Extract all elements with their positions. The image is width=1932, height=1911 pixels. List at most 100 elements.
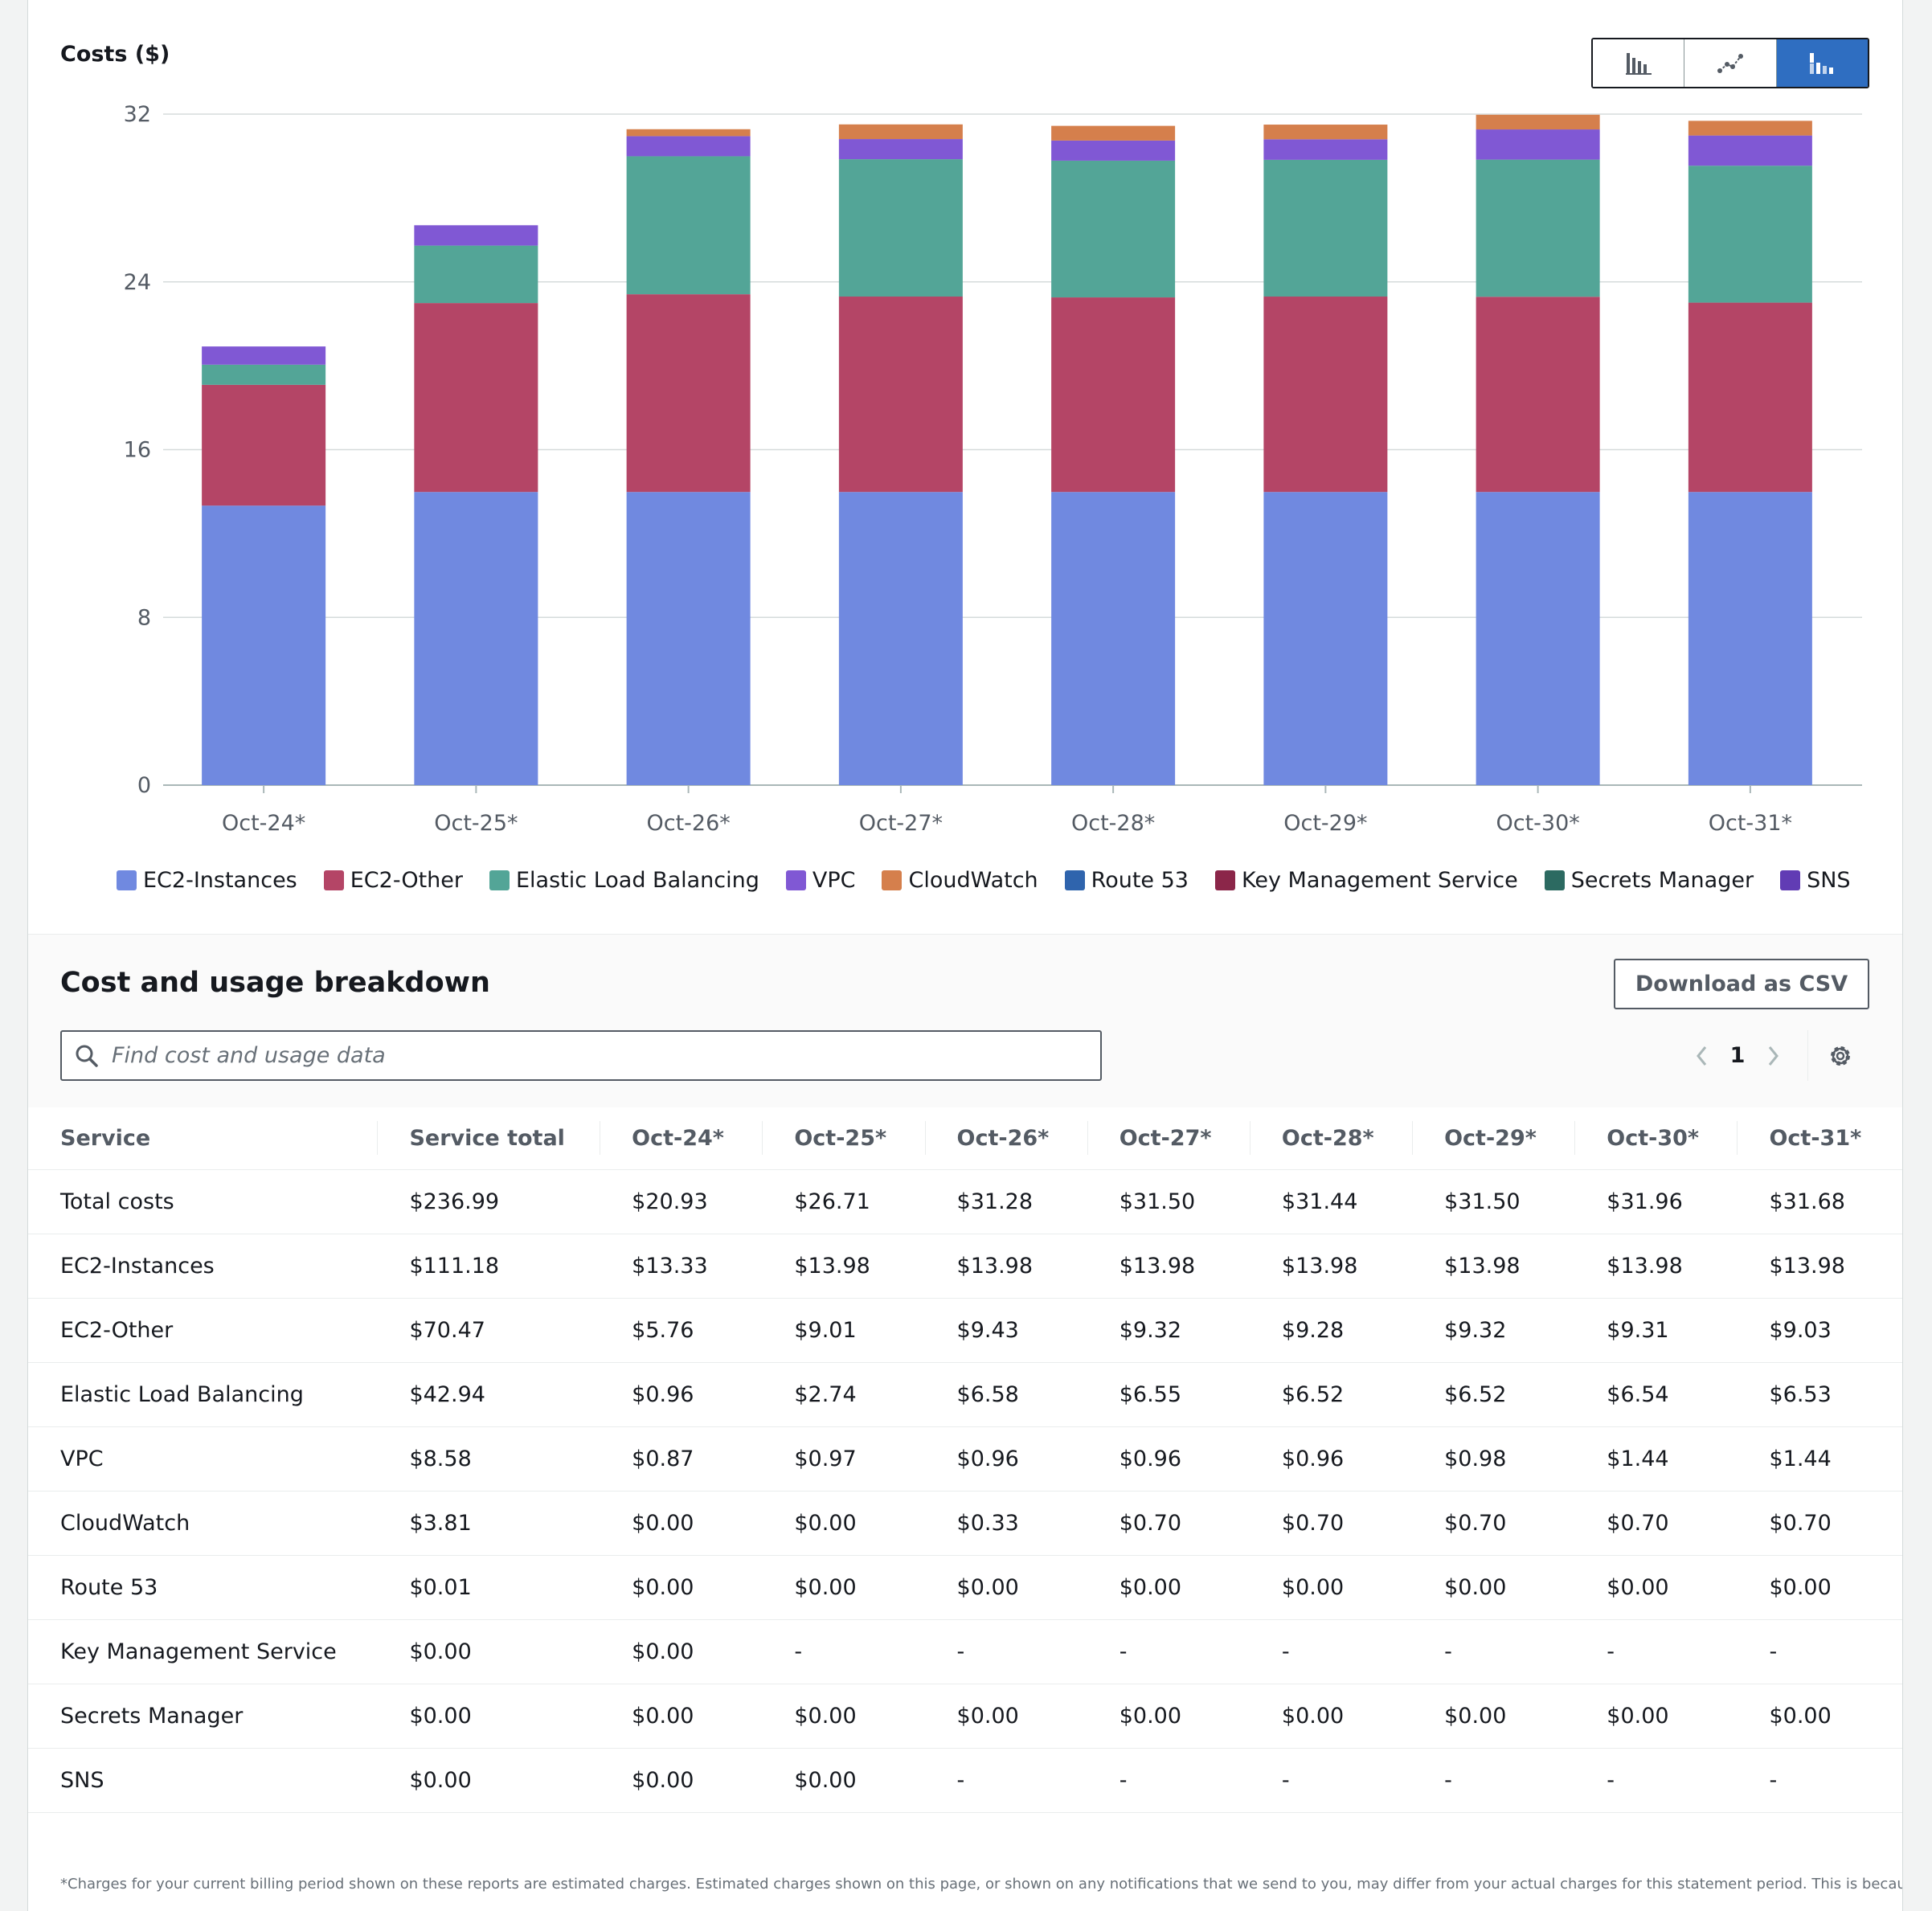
x-tick-label: Oct-25*: [434, 811, 518, 836]
table-row: Elastic Load Balancing $42.94 $0.96 $2.74 $6…: [28, 1362, 1902, 1427]
bar-segment[interactable]: [202, 364, 326, 385]
bar-segment[interactable]: [1476, 297, 1600, 493]
bar-segment[interactable]: [838, 297, 963, 493]
cost-cell: $13.98: [1087, 1234, 1250, 1299]
bar-segment[interactable]: [626, 156, 751, 295]
service-name-cell: Key Management Service: [28, 1619, 378, 1684]
bar-segment[interactable]: [1263, 297, 1388, 493]
next-page-button[interactable]: [1753, 1044, 1793, 1068]
cost-cell: -: [1737, 1748, 1902, 1813]
bar-segment[interactable]: [1476, 129, 1600, 160]
bar-segment[interactable]: [1688, 302, 1812, 493]
previous-page-button[interactable]: [1682, 1044, 1722, 1068]
cost-cell: -: [1249, 1619, 1413, 1684]
line-chart-icon: [1717, 53, 1743, 73]
bar-segment[interactable]: [838, 124, 963, 140]
chart-view-toggle: [1591, 38, 1869, 88]
column-header[interactable]: Service total: [377, 1107, 600, 1170]
cost-cell: $0.00: [1249, 1684, 1413, 1749]
legend-item[interactable]: Key Management Service: [1215, 868, 1518, 893]
cost-cell: $0.01: [377, 1555, 600, 1620]
column-header[interactable]: Oct-25*: [762, 1107, 925, 1170]
table-settings-button[interactable]: [1828, 1043, 1853, 1069]
bar-segment[interactable]: [1263, 125, 1388, 140]
bar-segment[interactable]: [414, 492, 538, 785]
bar-segment[interactable]: [1051, 125, 1176, 141]
cost-cell: $0.00: [762, 1555, 925, 1620]
bar-segment[interactable]: [626, 294, 751, 493]
cost-cell: $0.70: [1249, 1491, 1413, 1556]
bar-chart-view-button[interactable]: [1593, 39, 1685, 87]
cost-cell: $9.31: [1574, 1298, 1738, 1363]
bar-segment[interactable]: [202, 505, 326, 785]
cost-cell: $1.44: [1737, 1426, 1902, 1492]
column-header[interactable]: Oct-30*: [1574, 1107, 1738, 1170]
bar-segment[interactable]: [1263, 492, 1388, 785]
bar-segment[interactable]: [838, 159, 963, 297]
cost-cell: $13.98: [1412, 1234, 1575, 1299]
column-header[interactable]: Oct-28*: [1249, 1107, 1413, 1170]
legend-item[interactable]: CloudWatch: [882, 868, 1038, 893]
stacked-bar-chart-icon: [1810, 52, 1834, 74]
bar-segment[interactable]: [626, 129, 751, 137]
bar-segment[interactable]: [202, 384, 326, 506]
current-page[interactable]: 1: [1729, 1043, 1746, 1068]
chevron-left-icon: [1697, 1046, 1707, 1066]
column-header[interactable]: Oct-24*: [600, 1107, 763, 1170]
bar-segment[interactable]: [414, 303, 538, 493]
legend-item[interactable]: SNS: [1780, 868, 1851, 893]
chart-legend: EC2-Instances EC2-Other Elastic Load Balan…: [117, 868, 1851, 893]
bar-segment[interactable]: [414, 225, 538, 246]
y-tick-label: 8: [137, 605, 151, 630]
bar-segment[interactable]: [838, 492, 963, 785]
bar-segment[interactable]: [838, 139, 963, 160]
service-name-cell: CloudWatch: [28, 1491, 378, 1556]
service-name-cell: VPC: [28, 1426, 378, 1492]
bar-segment[interactable]: [1051, 492, 1176, 785]
table-row: EC2-Instances $111.18 $13.33 $13.98 $13.98 $1…: [28, 1234, 1902, 1299]
legend-item[interactable]: Elastic Load Balancing: [489, 868, 759, 893]
column-header[interactable]: Oct-26*: [924, 1107, 1087, 1170]
bar-segment[interactable]: [1051, 140, 1176, 161]
cost-cell: $5.76: [600, 1298, 763, 1363]
legend-item[interactable]: EC2-Instances: [117, 868, 297, 893]
cost-cell: $0.00: [1737, 1684, 1902, 1749]
cost-cell: -: [1087, 1748, 1250, 1813]
bar-segment[interactable]: [1263, 159, 1388, 297]
cost-explorer-panel: Costs ($): [27, 0, 1903, 1911]
legend-item[interactable]: VPC: [785, 868, 855, 893]
cost-cell: $70.47: [377, 1298, 600, 1363]
bar-segment[interactable]: [414, 245, 538, 304]
stacked-bar-chart-view-button[interactable]: [1776, 39, 1868, 87]
bar-segment[interactable]: [626, 136, 751, 157]
breakdown-table: Service Service total Oct-24* Oct-25* Oct-26…: [28, 1107, 1902, 1813]
column-header[interactable]: Oct-27*: [1087, 1107, 1250, 1170]
cost-cell: $0.00: [1574, 1684, 1738, 1749]
y-tick-label: 32: [124, 102, 151, 127]
bar-segment[interactable]: [1688, 135, 1812, 166]
column-header[interactable]: Oct-31*: [1737, 1107, 1902, 1170]
bar-segment[interactable]: [1688, 492, 1812, 785]
legend-item[interactable]: EC2-Other: [323, 868, 463, 893]
legend-item[interactable]: Secrets Manager: [1544, 868, 1754, 893]
line-chart-view-button[interactable]: [1684, 39, 1777, 87]
download-csv-button[interactable]: Download as CSV: [1614, 959, 1869, 1009]
cost-cell: -: [762, 1619, 925, 1684]
legend-swatch: [1064, 870, 1085, 890]
bar-segment[interactable]: [626, 492, 751, 785]
search-input[interactable]: [110, 1042, 1062, 1069]
bar-segment[interactable]: [202, 346, 326, 365]
bar-segment[interactable]: [1476, 159, 1600, 297]
bar-segment[interactable]: [1476, 114, 1600, 130]
legend-item[interactable]: Route 53: [1064, 868, 1189, 893]
column-header[interactable]: Service: [28, 1107, 378, 1170]
column-header[interactable]: Oct-29*: [1412, 1107, 1575, 1170]
bar-segment[interactable]: [1476, 492, 1600, 785]
cost-cell: $0.33: [924, 1491, 1087, 1556]
bar-segment[interactable]: [1051, 160, 1176, 298]
bar-segment[interactable]: [1688, 166, 1812, 303]
bar-segment[interactable]: [1263, 139, 1388, 160]
bar-segment[interactable]: [1051, 297, 1176, 493]
legend-label: Elastic Load Balancing: [516, 868, 759, 893]
bar-segment[interactable]: [1688, 121, 1812, 136]
